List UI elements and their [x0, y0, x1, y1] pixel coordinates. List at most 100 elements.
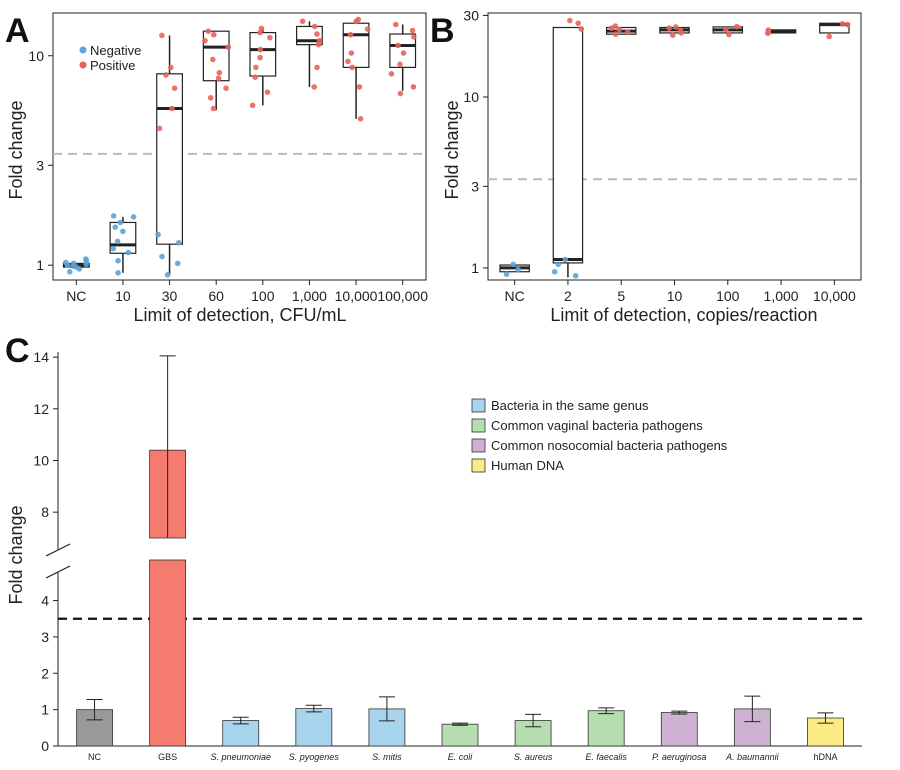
data-point [210, 31, 217, 38]
panel-a-letter: A [5, 12, 30, 50]
data-point [315, 41, 322, 48]
x-tick-label: hDNA [813, 752, 837, 762]
panel-c-legend: Bacteria in the same genus Common vaginal… [471, 398, 728, 473]
legend-swatch [471, 398, 486, 413]
y-tick-label: 2 [41, 665, 49, 681]
data-point [345, 58, 351, 65]
data-point [551, 268, 558, 275]
data-point [156, 125, 163, 132]
legend-label: Common nosocomial bacteria pathogens [491, 438, 728, 453]
legend-swatch [471, 418, 486, 433]
data-point [115, 270, 121, 276]
x-tick-label: 10 [667, 288, 683, 304]
panel-a-xlabel: Limit of detection, CFU/mL [133, 305, 346, 325]
data-point [215, 75, 222, 82]
panel-b-letter: B [430, 12, 455, 50]
data-point [159, 253, 165, 260]
data-point [252, 74, 258, 80]
data-point [572, 272, 579, 279]
y-tick-label: 14 [33, 349, 49, 365]
legend-negative-marker [79, 46, 87, 54]
y-tick-label: 0 [41, 738, 49, 754]
data-point [765, 30, 771, 37]
data-point [210, 56, 216, 63]
data-point [299, 18, 306, 25]
data-point [205, 28, 212, 34]
y-tick-label: 3 [41, 629, 49, 645]
axis-break-mark [45, 543, 71, 557]
data-point [578, 26, 585, 32]
bar-lower-segment [149, 559, 187, 747]
x-tick-label: 10,000 [335, 288, 378, 304]
data-point [264, 89, 271, 95]
y-tick-label: 10 [28, 48, 44, 64]
x-tick-label: NC [505, 288, 525, 304]
y-tick-label: 1 [41, 702, 49, 718]
data-point [114, 238, 121, 245]
box-body [342, 22, 370, 68]
data-point [207, 94, 214, 101]
x-tick-label: NC [88, 752, 101, 762]
x-tick-label: P. aeruginosa [652, 752, 706, 762]
data-point [409, 27, 416, 34]
data-point [616, 26, 623, 33]
panel-a: A 1 3 10 NC 10 30 60 100 1,000 10,000 100,000 Limi… [5, 12, 428, 325]
y-tick-label: 1 [471, 260, 479, 276]
data-point [216, 69, 223, 76]
y-tick-label: 10 [463, 89, 479, 105]
x-tick-label: 100 [716, 288, 740, 304]
bar [587, 710, 625, 747]
data-point [210, 105, 217, 112]
data-point [503, 271, 510, 277]
x-tick-label: E. faecalis [585, 752, 627, 762]
legend-negative-label: Negative [90, 43, 141, 58]
data-point [120, 228, 126, 235]
data-point [357, 116, 364, 122]
data-point [125, 249, 132, 256]
x-tick-label: 1,000 [764, 288, 799, 304]
legend-label: Bacteria in the same genus [491, 398, 649, 413]
data-point [356, 84, 363, 90]
panel-b: B 1 3 10 30 NC 2 5 10 100 1,000 10,000 Limit of de… [430, 7, 862, 325]
data-point [117, 219, 124, 226]
data-point [225, 44, 232, 50]
bar [441, 723, 479, 747]
x-tick-label: 5 [617, 288, 625, 304]
y-tick-label: 12 [33, 401, 49, 417]
data-point [314, 31, 320, 37]
data-point [726, 31, 732, 38]
panel-b-frame [487, 12, 862, 281]
data-point [267, 34, 273, 41]
panel-b-xlabel: Limit of detection, copies/reaction [550, 305, 817, 325]
x-tick-label: A. baumannii [725, 752, 780, 762]
data-point [223, 85, 229, 92]
box-body [156, 73, 183, 245]
y-tick-label: 10 [33, 453, 49, 469]
data-point [348, 50, 355, 56]
data-point [839, 21, 846, 27]
data-point [253, 64, 259, 71]
data-point [257, 29, 263, 36]
legend-positive-label: Positive [90, 58, 136, 73]
x-tick-label: S. pneumoniae [210, 752, 271, 762]
data-point [155, 231, 161, 238]
data-point [311, 84, 318, 90]
x-tick-label: GBS [158, 752, 177, 762]
data-point [555, 261, 562, 268]
data-point [678, 30, 684, 36]
data-point [734, 23, 740, 30]
data-point [174, 260, 181, 267]
data-point [392, 21, 399, 28]
data-point [562, 256, 569, 263]
box-body [552, 26, 584, 264]
x-tick-label: 60 [208, 288, 224, 304]
data-point [110, 245, 117, 252]
x-tick-label: 100 [251, 288, 275, 304]
data-point [249, 102, 256, 109]
data-point [567, 17, 573, 24]
data-point [202, 37, 208, 44]
legend-label: Human DNA [491, 458, 564, 473]
bar [660, 712, 698, 747]
